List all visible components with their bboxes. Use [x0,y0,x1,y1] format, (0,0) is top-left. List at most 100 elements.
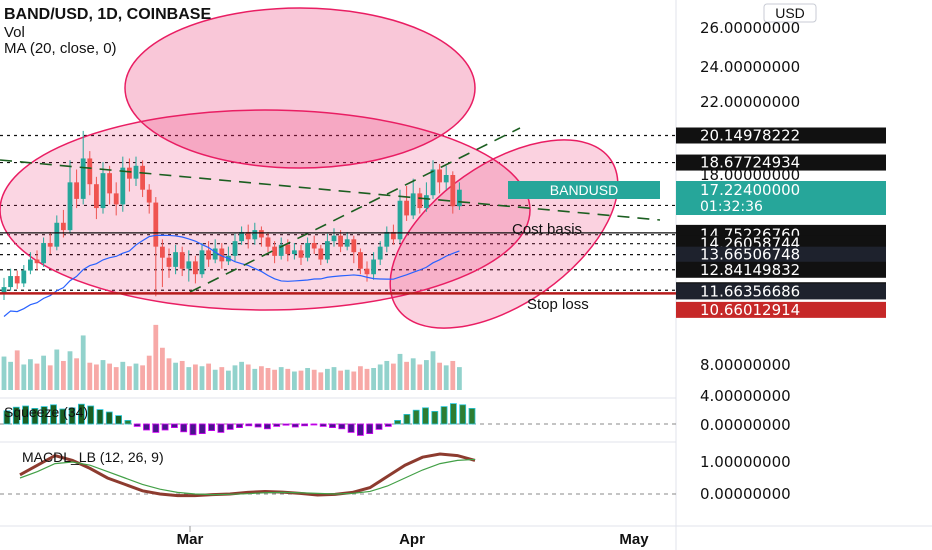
volume-bar [219,367,225,390]
squeeze-bar [254,423,262,428]
candle-body [179,252,185,269]
current-price-symbol: BANDUSD [550,182,618,198]
volume-bar [325,368,330,390]
currency-button[interactable] [763,3,817,23]
current-price-symbol-badge [508,181,660,199]
price-tag [676,261,886,278]
volume-bar [331,367,337,390]
volume-bar [100,360,106,390]
candlestick-series [1,130,462,300]
candle-body [54,222,60,247]
volume-bar [338,370,343,390]
candle-body [397,200,403,240]
candle-body [318,248,324,260]
ellipse-large-range[interactable] [0,109,531,311]
volume-bar [252,368,258,390]
price-tick: 8.00000000 [700,356,791,374]
squeeze-bar [180,423,188,433]
volume-bar [377,364,383,390]
volume-bar [437,362,442,390]
vol-label: Vol [4,24,25,41]
squeeze-bar [356,423,364,436]
candle-body [1,287,7,293]
squeeze-bar [422,407,429,425]
volume-bar [199,366,205,390]
squeeze-label: Squeeze (34) [4,404,88,420]
candle-body [140,165,145,190]
candle-body [41,242,46,264]
squeeze-bar [115,415,122,425]
squeeze-bar [170,423,178,428]
macd-tick: 1.00000000 [700,453,791,471]
candle-body [146,189,152,203]
candle-body [417,193,423,209]
squeeze-bar [431,410,439,425]
squeeze-bar [412,409,420,425]
candle-body [173,252,178,267]
volume-bar [206,363,211,390]
volume-bar [292,371,297,390]
squeeze-bar [22,405,30,425]
squeeze-bar [319,423,327,427]
volume-bar [265,368,271,390]
volume-bar [67,351,73,390]
squeeze-bar [236,423,243,428]
squeeze-bar [263,423,271,430]
volume-bar [127,366,132,390]
trend-line-descending[interactable] [0,159,661,221]
squeeze-bar [40,406,48,425]
candle-body [199,250,205,275]
candle-body [252,230,258,240]
squeeze-bar [133,423,141,427]
volume-bar [457,367,462,390]
squeeze-bar [468,407,476,425]
candle-body [166,257,172,267]
ellipse-upper-top[interactable] [124,7,476,169]
candle-body [80,158,86,199]
trend-lines[interactable] [0,127,661,293]
squeeze-bar [459,404,467,425]
candle-body [34,259,40,264]
squeeze-tick: 0.00000000 [700,416,791,434]
candle-body [351,239,357,253]
volume-bar [278,367,284,390]
squeeze-bar [329,423,336,428]
volume-bar [384,360,390,390]
squeeze-tick: 4.00000000 [700,387,791,405]
candle-body [457,189,462,207]
candle-body [259,230,264,238]
horizontal-levels [0,134,676,291]
price-tag-value: 12.84149832 [700,261,800,279]
symbol-title: BAND/USD, 1D, COINBASE [4,6,211,23]
volume-bar [298,370,304,390]
volume-bar [285,368,291,390]
volume-bar [61,360,66,390]
candle-body [377,246,383,260]
squeeze-bar [68,407,76,425]
volume-bar [34,363,40,390]
volume-bar [410,358,416,390]
volume-bar [318,372,324,390]
squeeze-bar [440,406,448,425]
squeeze-bar [226,423,234,430]
currency-label: USD [775,5,805,21]
candle-body [47,242,53,247]
candle-body [94,184,99,209]
candle-body [67,182,73,231]
candle-body [113,193,119,205]
price-tag-value: 20.14978222 [700,126,800,144]
time-tick-apr: Apr [399,531,425,548]
squeeze-bar [105,411,113,425]
volume-bar [14,350,20,390]
ma-label: MA (20, close, 0) [4,40,117,57]
squeeze-bar [245,423,253,427]
candle-body [331,235,337,242]
volume-bar [113,367,119,390]
squeeze-bar [375,423,383,430]
volume-bars [1,324,462,390]
squeeze-bar [189,423,197,436]
candle-body [14,276,20,284]
squeeze-bar [217,423,225,433]
price-tag-value: 11.66356686 [700,282,800,300]
trend-line-ascending[interactable] [189,127,521,293]
